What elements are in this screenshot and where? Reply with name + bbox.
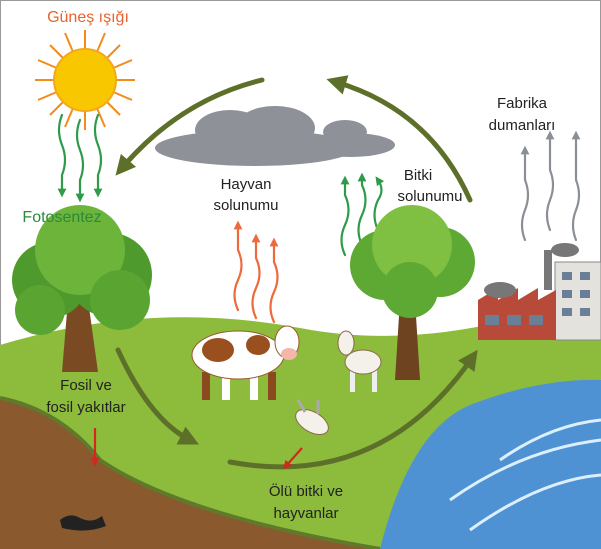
sun: [35, 30, 135, 130]
factory: [478, 243, 601, 341]
sunlight-label: Güneş ışığı: [47, 9, 129, 26]
fossil-label: fosil yakıtlar: [46, 399, 125, 416]
goat: [337, 330, 382, 392]
animal-breath-arrows: [233, 220, 279, 324]
cow: [191, 325, 300, 400]
plant-respiration-label: solunumu: [397, 188, 462, 205]
fossil-label: Fosil ve: [60, 377, 112, 394]
red-arrow: [283, 447, 303, 470]
factory-smoke-label: Fabrika: [497, 95, 548, 112]
dead-matter-label: hayvanlar: [273, 505, 338, 522]
photosynthesis-label: Fotosentez: [22, 209, 101, 226]
dead-goat: [295, 399, 329, 435]
animal-respiration-label: Hayvan: [221, 176, 272, 193]
plant-respiration-label: Bitki: [404, 167, 432, 184]
dead-matter-label: Ölü bitki ve: [269, 482, 343, 500]
plant-breath-arrows: [340, 172, 385, 257]
water: [380, 379, 601, 549]
cycle-arrow: [326, 75, 473, 203]
cycle-arrow: [115, 347, 199, 445]
sunlight-arrows: [57, 113, 103, 203]
clouds: [155, 106, 395, 166]
cycle-arrow: [227, 349, 478, 470]
soil: [0, 398, 380, 549]
smoke-arrows: [520, 130, 581, 242]
oil: [60, 515, 106, 531]
left-tree: [12, 205, 152, 372]
animal-respiration-label: solunumu: [213, 197, 278, 214]
cycle-arrow: [115, 77, 265, 176]
right-tree: [350, 205, 475, 380]
factory-smoke-label: dumanları: [489, 117, 556, 134]
